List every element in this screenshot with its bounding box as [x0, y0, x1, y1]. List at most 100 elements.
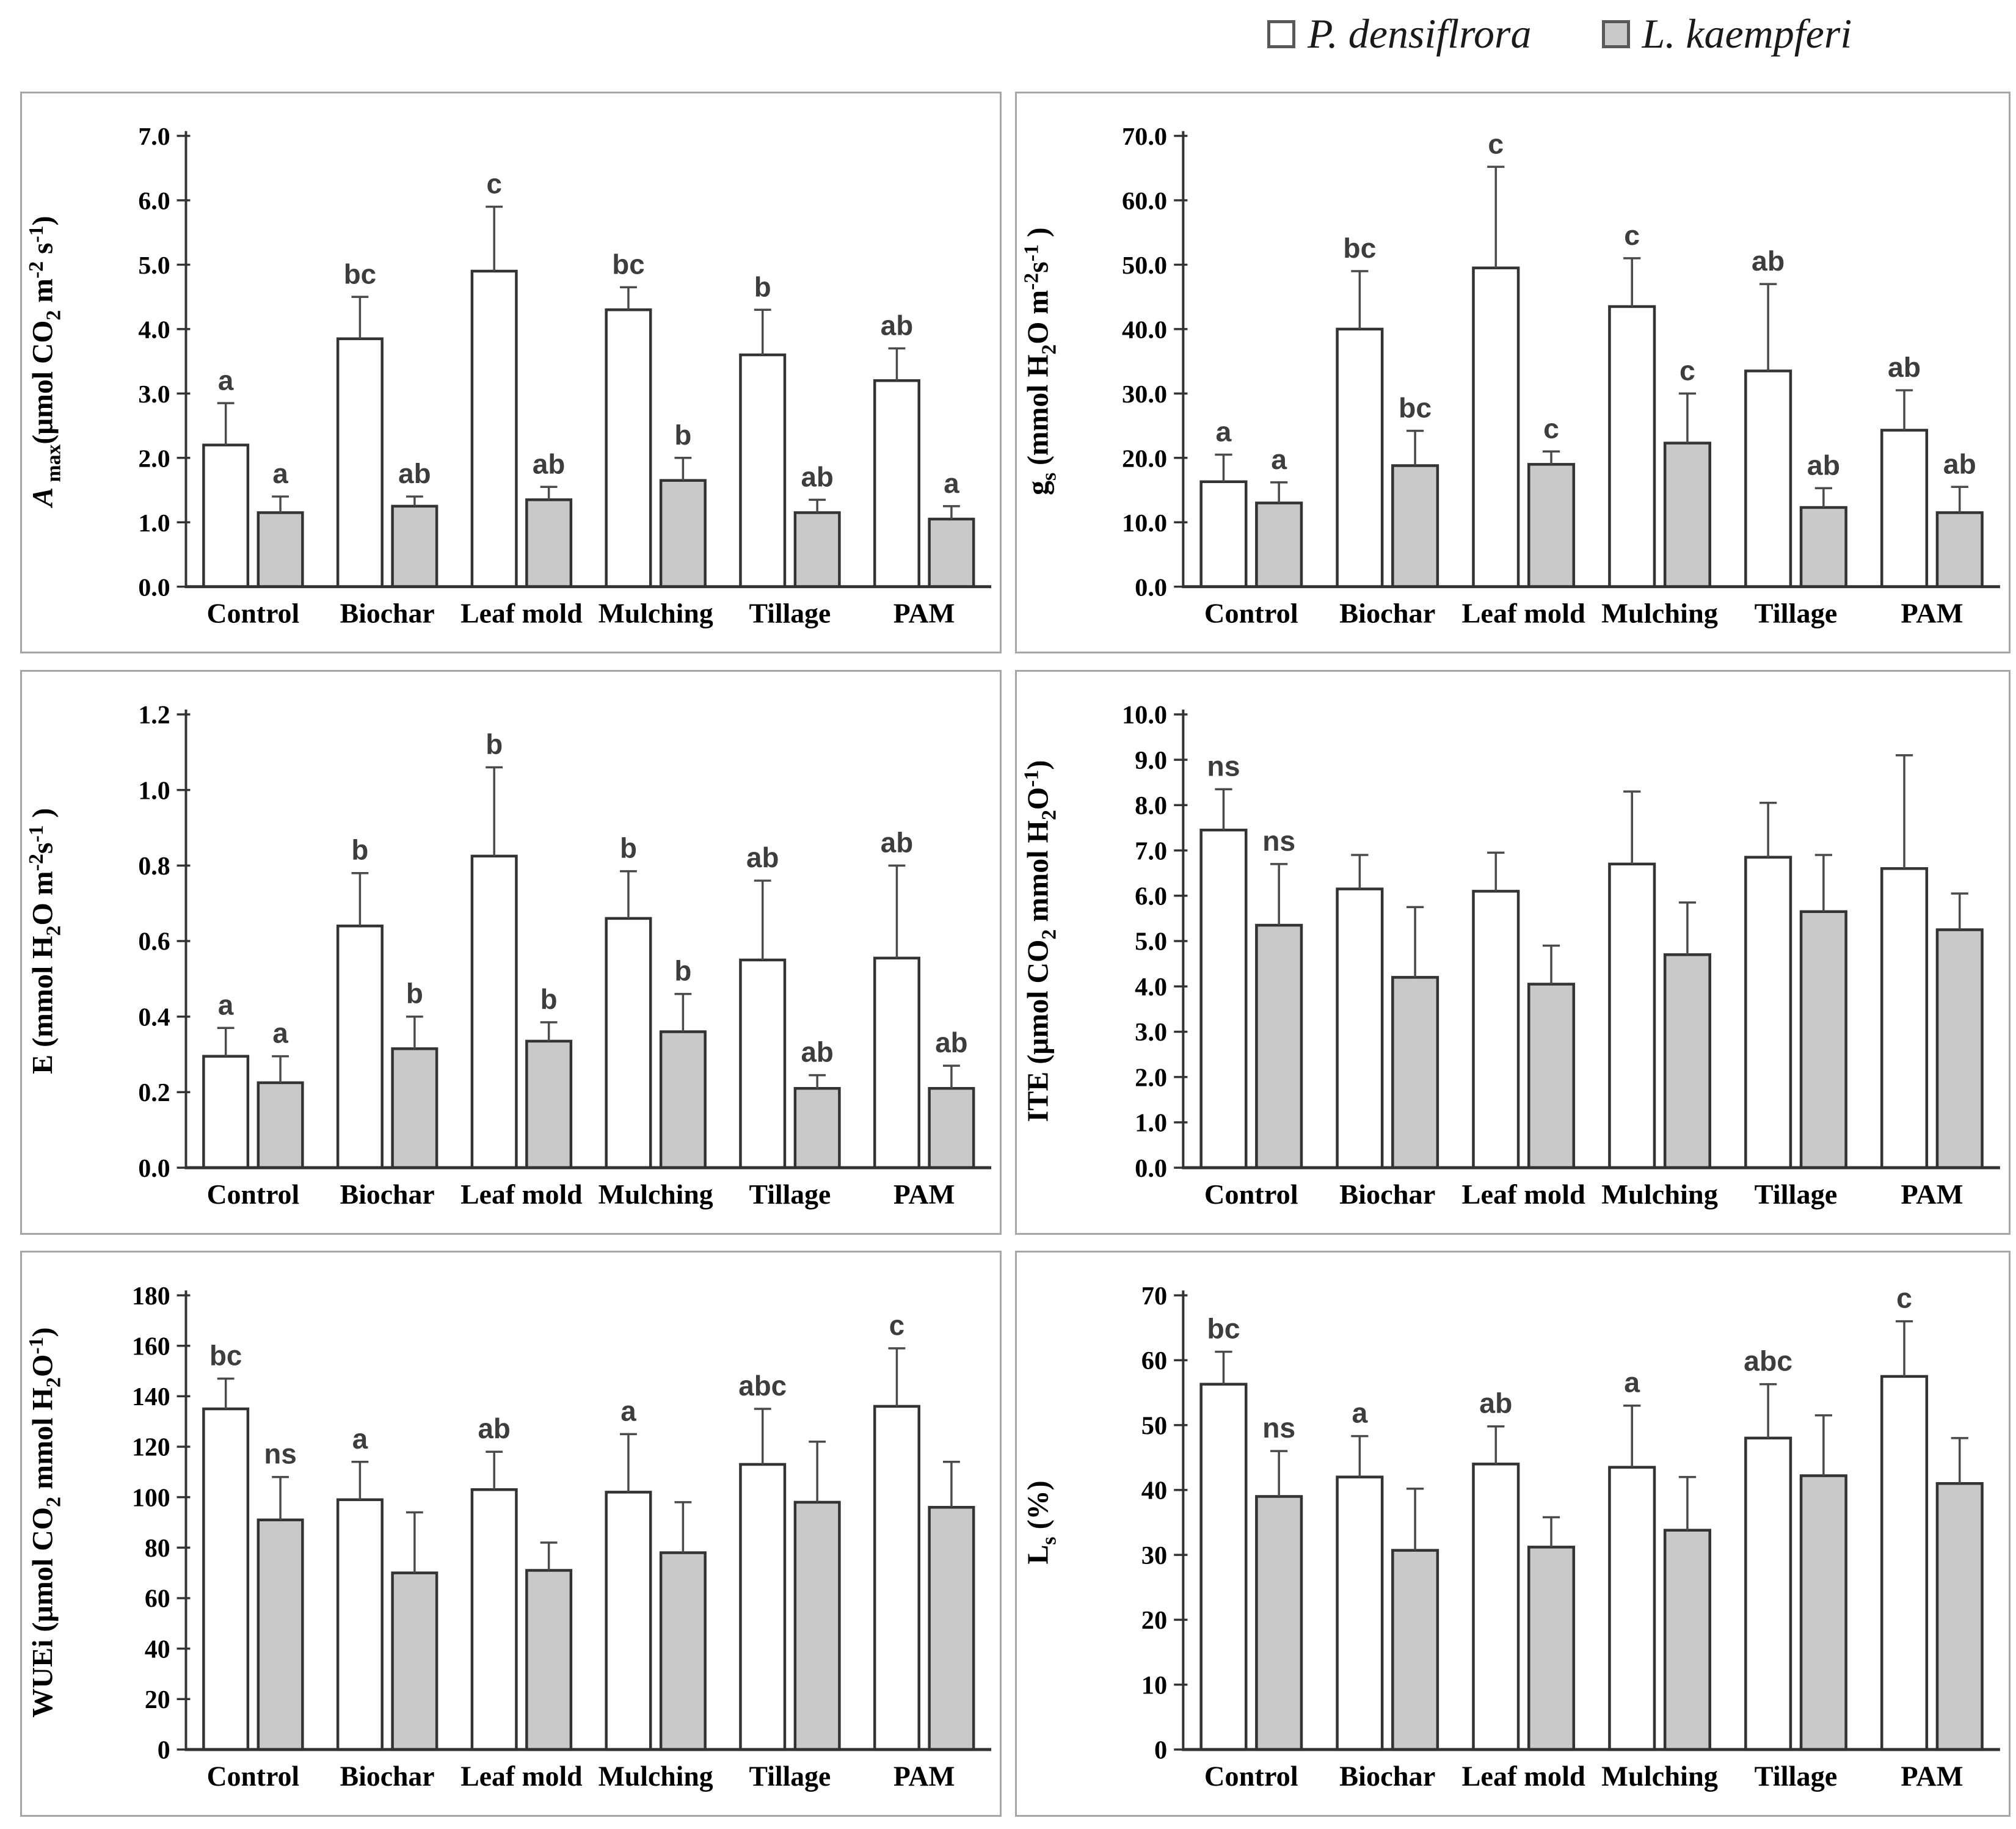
- svg-text:ab: ab: [1943, 448, 1976, 480]
- svg-text:0.4: 0.4: [138, 1003, 170, 1031]
- svg-text:WUEi (μmol CO2 mmol H2O-1): WUEi (μmol CO2 mmol H2O-1): [25, 1327, 65, 1717]
- legend-swatch-white-icon: [1267, 20, 1295, 48]
- svg-text:b: b: [674, 956, 691, 987]
- svg-text:bc: bc: [1343, 232, 1376, 264]
- svg-text:Control: Control: [1204, 1761, 1298, 1792]
- svg-text:3.0: 3.0: [1135, 1018, 1167, 1047]
- svg-text:a: a: [218, 365, 234, 396]
- svg-text:60.0: 60.0: [1122, 187, 1167, 216]
- ite-chart: 0.0 1.0 2.0 3.0 4.0 5.0 6.0 7.0 8.0 9.0 10.0 Contro…: [1020, 701, 2000, 1210]
- legend-label: P. densiflrora: [1308, 10, 1532, 57]
- svg-text:abc: abc: [1744, 1345, 1792, 1377]
- svg-text:Tillage: Tillage: [749, 597, 831, 628]
- svg-text:Control: Control: [1204, 598, 1298, 629]
- svg-text:ab: ab: [881, 310, 913, 341]
- svg-text:0.0: 0.0: [138, 573, 170, 602]
- svg-text:abc: abc: [738, 1370, 787, 1402]
- svg-text:ab: ab: [935, 1027, 967, 1058]
- panel-ls: 0 10 20 30 40 50 60 70 Control bc ns Biochar a Leaf m…: [1015, 1251, 2011, 1817]
- svg-text:ab: ab: [398, 458, 431, 489]
- e-chart: 0.0 0.2 0.4 0.6 0.8 1.0 1.2 Control a a Biochar b b L…: [25, 702, 992, 1210]
- svg-text:0: 0: [1154, 1736, 1167, 1765]
- svg-text:b: b: [540, 984, 558, 1015]
- svg-text:A max(μmol CO2 m-2 s-1): A max(μmol CO2 m-2 s-1): [25, 216, 65, 508]
- svg-text:0.6: 0.6: [138, 928, 170, 956]
- svg-text:Leaf mold: Leaf mold: [460, 1761, 582, 1792]
- legend-swatch-gray-icon: [1601, 20, 1630, 48]
- svg-text:140: 140: [132, 1383, 170, 1411]
- svg-text:7.0: 7.0: [138, 123, 170, 151]
- svg-text:6.0: 6.0: [1135, 882, 1167, 911]
- svg-text:3.0: 3.0: [138, 380, 170, 409]
- svg-text:Mulching: Mulching: [1601, 1761, 1718, 1792]
- svg-text:Leaf mold: Leaf mold: [1461, 1761, 1585, 1792]
- svg-text:100: 100: [132, 1484, 170, 1512]
- svg-text:0: 0: [158, 1736, 170, 1764]
- svg-text:ab: ab: [1479, 1387, 1512, 1419]
- svg-text:bc: bc: [1207, 1313, 1240, 1345]
- panel-e: 0.0 0.2 0.4 0.6 0.8 1.0 1.2 Control a a Biochar b b L…: [20, 670, 1002, 1235]
- svg-text:0.2: 0.2: [138, 1079, 170, 1107]
- svg-text:Tillage: Tillage: [1755, 598, 1838, 629]
- svg-text:a: a: [1216, 416, 1232, 448]
- legend-label: L. kaempferi: [1642, 10, 1852, 57]
- svg-text:Biochar: Biochar: [1339, 1179, 1435, 1210]
- svg-text:bc: bc: [209, 1339, 242, 1371]
- svg-text:Biochar: Biochar: [1339, 598, 1435, 629]
- svg-text:Biochar: Biochar: [1339, 1761, 1435, 1792]
- svg-text:Mulching: Mulching: [599, 597, 713, 628]
- svg-text:Mulching: Mulching: [599, 1179, 713, 1210]
- svg-text:Tillage: Tillage: [1755, 1761, 1838, 1792]
- svg-text:Tillage: Tillage: [749, 1761, 831, 1792]
- svg-text:Control: Control: [207, 1761, 300, 1792]
- svg-text:1.0: 1.0: [138, 509, 170, 537]
- svg-text:ab: ab: [746, 842, 779, 873]
- svg-text:80: 80: [145, 1535, 170, 1563]
- svg-text:ab: ab: [533, 448, 565, 479]
- svg-text:Leaf mold: Leaf mold: [1462, 1179, 1586, 1210]
- svg-text:Biochar: Biochar: [340, 1761, 435, 1792]
- svg-text:8.0: 8.0: [1135, 791, 1167, 820]
- svg-text:Control: Control: [207, 597, 300, 628]
- svg-text:ab: ab: [801, 1037, 833, 1068]
- wuei-chart: 0 20 40 60 80 100 120 140 160 180 Control bc ns Bioch…: [25, 1282, 992, 1792]
- svg-text:a: a: [218, 989, 234, 1020]
- svg-text:PAM: PAM: [893, 597, 955, 628]
- svg-text:70.0: 70.0: [1122, 123, 1167, 151]
- svg-text:b: b: [486, 729, 503, 760]
- svg-text:5.0: 5.0: [1135, 928, 1167, 956]
- ls-chart: 0 10 20 30 40 50 60 70 Control bc ns Biochar a Leaf m…: [1022, 1282, 2000, 1792]
- svg-text:10.0: 10.0: [1122, 701, 1167, 730]
- svg-text:160: 160: [132, 1333, 170, 1361]
- svg-text:bc: bc: [344, 258, 376, 289]
- svg-text:Control: Control: [1204, 1179, 1298, 1210]
- svg-text:180: 180: [132, 1282, 170, 1311]
- panel-amax: 0.0 1.0 2.0 3.0 4.0 5.0 6.0 7.0 Control a a Biochar…: [20, 92, 1002, 653]
- svg-text:20.0: 20.0: [1122, 445, 1167, 473]
- svg-text:Leaf mold: Leaf mold: [460, 1179, 582, 1210]
- svg-text:b: b: [406, 978, 423, 1009]
- svg-text:120: 120: [132, 1434, 170, 1462]
- svg-text:0.0: 0.0: [138, 1155, 170, 1183]
- svg-text:70: 70: [1141, 1282, 1167, 1311]
- svg-text:0.8: 0.8: [138, 853, 170, 881]
- svg-text:PAM: PAM: [893, 1761, 955, 1792]
- svg-text:10: 10: [1141, 1671, 1167, 1700]
- svg-text:1.0: 1.0: [138, 777, 170, 805]
- svg-text:4.0: 4.0: [138, 316, 170, 344]
- svg-text:6.0: 6.0: [138, 187, 170, 216]
- svg-text:Leaf mold: Leaf mold: [1461, 598, 1585, 629]
- svg-text:20: 20: [145, 1686, 170, 1714]
- svg-text:c: c: [486, 169, 501, 200]
- svg-text:50.0: 50.0: [1122, 252, 1167, 280]
- svg-text:b: b: [620, 833, 637, 864]
- svg-text:bc: bc: [612, 249, 644, 280]
- svg-text:c: c: [889, 1309, 904, 1341]
- svg-text:PAM: PAM: [1901, 1179, 1963, 1210]
- svg-text:c: c: [1543, 413, 1559, 445]
- svg-text:60: 60: [145, 1585, 170, 1613]
- svg-text:1.2: 1.2: [138, 702, 170, 730]
- legend-item-l-kaempferi: L. kaempferi: [1601, 10, 1852, 58]
- svg-text:Biochar: Biochar: [340, 1179, 435, 1210]
